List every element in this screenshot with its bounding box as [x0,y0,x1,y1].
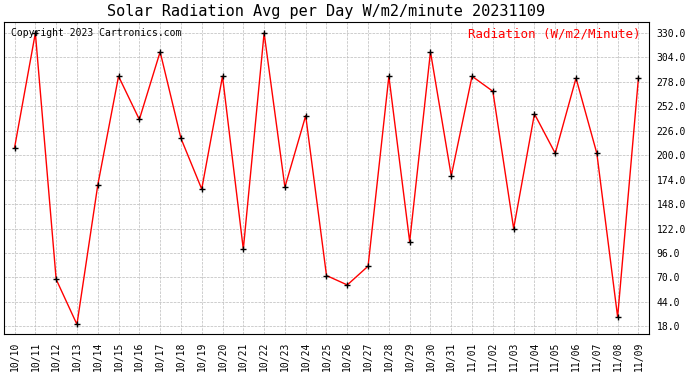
Title: Solar Radiation Avg per Day W/m2/minute 20231109: Solar Radiation Avg per Day W/m2/minute … [108,4,546,19]
Text: Radiation (W/m2/Minute): Radiation (W/m2/Minute) [469,28,641,41]
Text: Copyright 2023 Cartronics.com: Copyright 2023 Cartronics.com [10,28,181,38]
